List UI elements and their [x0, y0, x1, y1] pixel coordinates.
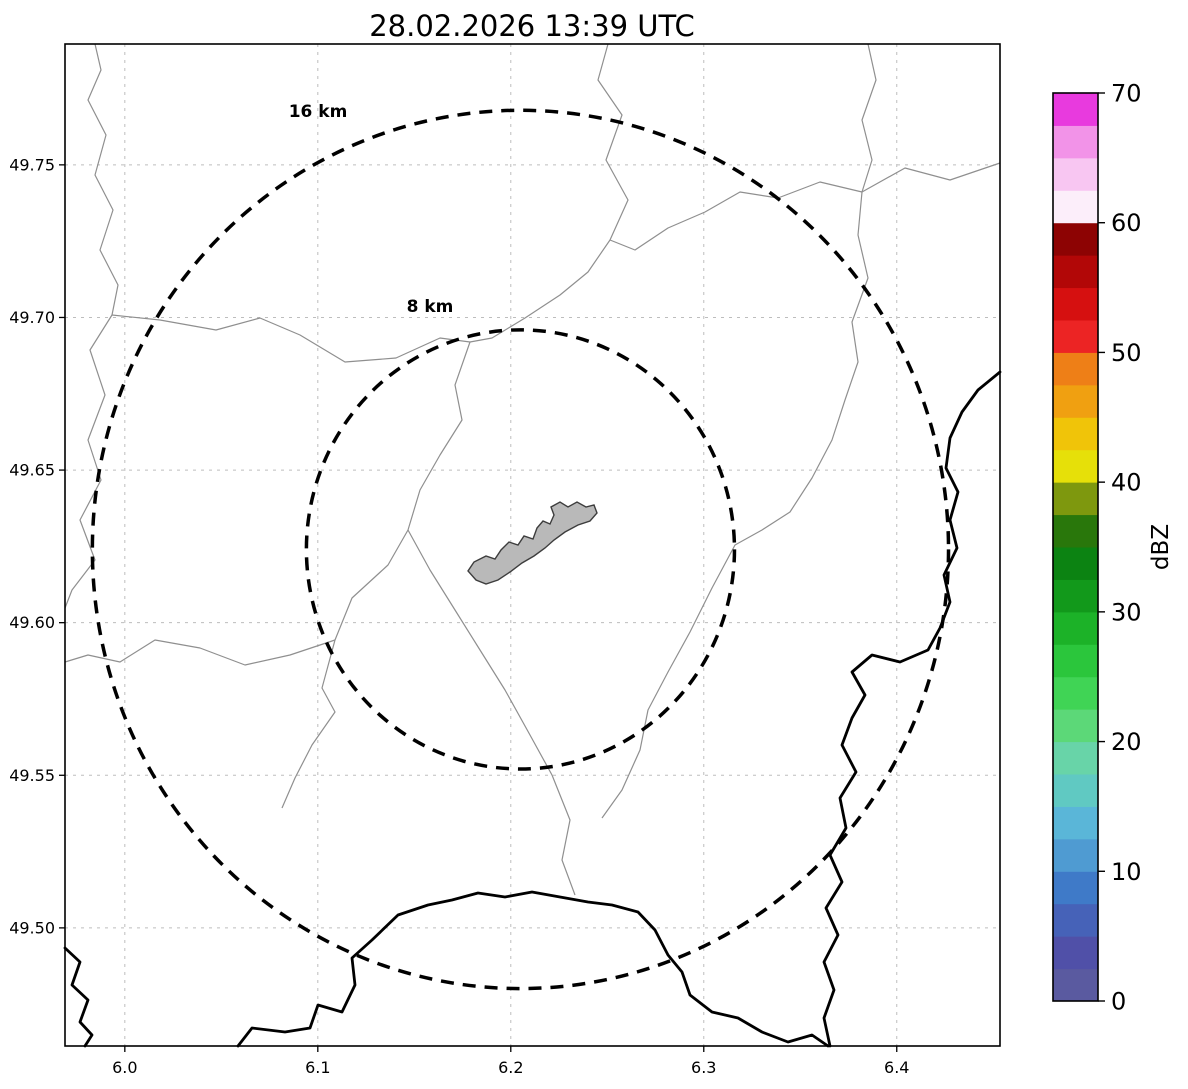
colorbar-band [1053, 222, 1098, 256]
country-borders [63, 370, 1002, 1048]
colorbar-band [1053, 871, 1098, 905]
boundary-line [609, 162, 1001, 251]
grid-layer [65, 44, 1000, 1046]
colorbar-band [1053, 320, 1098, 353]
boundary-line [111, 314, 471, 363]
colorbar-tick-label: 30 [1111, 598, 1142, 626]
boundary-line [469, 43, 629, 343]
colorbar-unit-label: dBZ [1148, 524, 1174, 570]
colorbar-band [1053, 547, 1098, 580]
boundary-line [87, 43, 119, 316]
colorbar-band [1053, 579, 1098, 613]
y-tick-label: 49.50 [9, 918, 55, 937]
colorbar-band [1053, 482, 1098, 516]
figure-title: 28.02.2026 13:39 UTC [369, 9, 695, 43]
range-rings-layer: 16 km 8 km [90, 102, 951, 991]
colorbar-band [1053, 514, 1098, 548]
colorbar-layer: 0 10 20 30 40 50 60 70 [1052, 80, 1142, 1016]
border-line [822, 370, 1002, 1048]
colorbar-band [1053, 93, 1098, 126]
city-area-polygon [467, 501, 598, 585]
x-tick-label: 6.0 [112, 1058, 137, 1077]
colorbar-tick-label: 20 [1111, 728, 1142, 756]
boundary-line [281, 341, 471, 809]
colorbar-band [1053, 449, 1098, 483]
boundary-line [601, 191, 869, 819]
colorbar-band [1053, 352, 1098, 386]
colorbar-tick-label: 70 [1111, 80, 1142, 108]
plot-frame-layer [64, 43, 1001, 1047]
colorbar-tick-label: 0 [1111, 988, 1126, 1016]
colorbar-band [1053, 936, 1098, 970]
y-tick-label: 49.75 [9, 155, 55, 174]
colorbar-band [1053, 644, 1098, 678]
x-axis: 6.0 6.1 6.2 6.3 6.4 [112, 1046, 909, 1077]
colorbar-band [1053, 774, 1098, 807]
x-tick-label: 6.4 [884, 1058, 909, 1077]
colorbar-band [1053, 611, 1098, 645]
colorbar-band [1053, 190, 1098, 224]
boundary-line [407, 529, 576, 896]
colorbar-tick-label: 10 [1111, 858, 1142, 886]
x-tick-label: 6.3 [691, 1058, 716, 1077]
boundary-line [64, 639, 336, 666]
colorbar-band [1053, 838, 1098, 872]
colorbar-band [1053, 741, 1098, 775]
y-tick-label: 49.55 [9, 766, 55, 785]
colorbar-band [1053, 125, 1098, 159]
boundary-line [861, 43, 877, 193]
city-polygon-layer [467, 501, 598, 585]
colorbar-band [1053, 417, 1098, 451]
admin-boundaries-layer [64, 43, 1001, 896]
colorbar-tick-label: 40 [1111, 469, 1142, 497]
range-ring-16km [90, 108, 951, 991]
y-axis: 49.50 49.55 49.60 49.65 49.70 49.75 [9, 155, 65, 937]
y-tick-label: 49.65 [9, 461, 55, 480]
x-tick-label: 6.1 [305, 1058, 330, 1077]
axes-layer: 6.0 6.1 6.2 6.3 6.4 49.50 49.55 49.60 49.65 49.70… [9, 155, 909, 1077]
colorbar-band [1053, 384, 1098, 418]
x-tick-label: 6.2 [498, 1058, 523, 1077]
border-line [236, 890, 830, 1048]
colorbar-band [1053, 709, 1098, 743]
y-tick-label: 49.60 [9, 613, 55, 632]
plot-frame [64, 43, 1001, 1047]
range-ring-label-16km: 16 km [289, 102, 348, 122]
y-tick-label: 49.70 [9, 308, 55, 327]
colorbar-band [1053, 903, 1098, 937]
border-line [63, 946, 94, 1048]
colorbar-band [1053, 287, 1098, 321]
colorbar-tick-label: 50 [1111, 339, 1142, 367]
range-ring-label-8km: 8 km [407, 297, 454, 317]
colorbar-band [1053, 157, 1098, 191]
grid-lines [65, 44, 1000, 1046]
boundary-line [64, 314, 113, 609]
admin-boundaries [64, 43, 1001, 896]
country-borders-layer [63, 370, 1002, 1048]
colorbar-band [1053, 806, 1098, 840]
colorbar-band [1053, 968, 1098, 1002]
range-ring-8km [304, 328, 737, 771]
colorbar-tick-label: 60 [1111, 209, 1142, 237]
colorbar-band [1053, 676, 1098, 710]
colorbar-frame [1052, 92, 1099, 1002]
colorbar-band [1053, 255, 1098, 289]
